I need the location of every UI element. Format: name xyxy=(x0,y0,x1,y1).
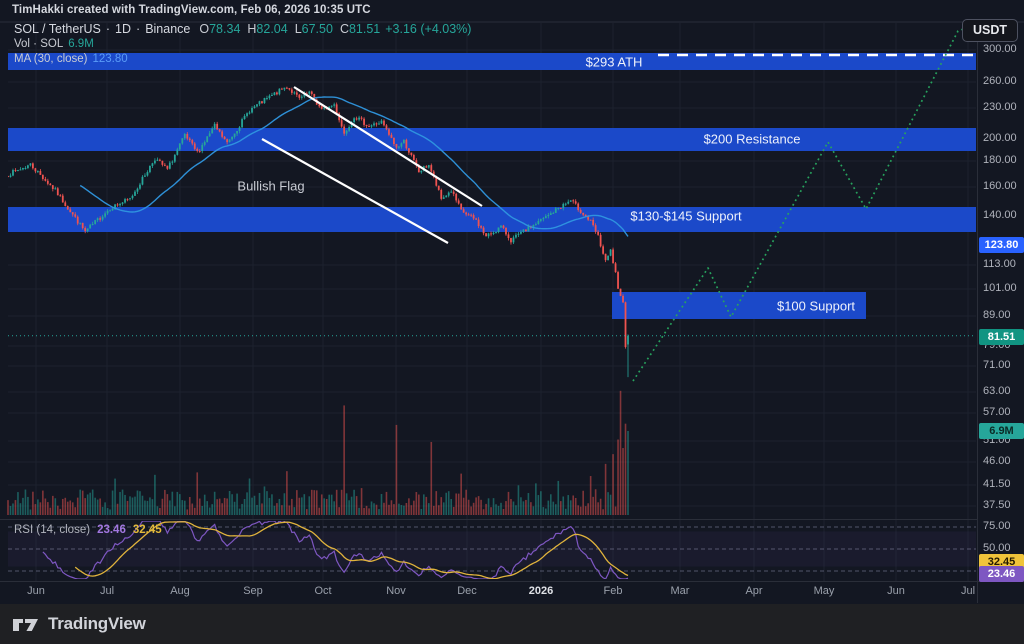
time-tick: Oct xyxy=(314,585,332,597)
tradingview-logo-icon[interactable] xyxy=(12,615,40,634)
time-tick: Apr xyxy=(745,585,763,597)
ohlc-item: H82.04 xyxy=(247,22,288,36)
time-axis[interactable]: Jun Jul Aug Sep Oct Nov Dec 2026 Feb Mar Apr May Jun… xyxy=(0,585,1024,603)
ohlc-item: C81.51 xyxy=(339,22,381,36)
volume-value: 6.9M xyxy=(68,38,94,50)
time-tick: Jun xyxy=(27,585,45,597)
time-tick: Nov xyxy=(386,585,406,597)
change-value: +3.16 (+4.03%) xyxy=(385,22,472,36)
ohlc-item: L67.50 xyxy=(294,22,333,36)
time-tick: Aug xyxy=(170,585,190,597)
resistance-label: $200 Resistance xyxy=(703,131,801,147)
bullish-flag-label: Bullish Flag xyxy=(237,178,305,194)
rsi-ma-value: 32.45 xyxy=(132,524,162,536)
time-tick: Jul xyxy=(99,585,115,597)
attribution-text: TimHakki created with TradingView.com, F… xyxy=(12,4,371,16)
exchange-label: Binance xyxy=(145,22,191,36)
tradingview-wordmark[interactable]: TradingView xyxy=(48,614,146,633)
support-label: $130-$145 Support xyxy=(630,208,742,224)
volume-legend[interactable]: Vol · SOL 6.9M xyxy=(14,38,94,50)
ohlc-item: O78.34 xyxy=(199,22,241,36)
time-tick: May xyxy=(813,585,835,597)
interval-label: 1D xyxy=(115,22,132,36)
support100-label: $100 Support xyxy=(776,298,856,314)
time-tick: Dec xyxy=(457,585,477,597)
ath-label: $293 ATH xyxy=(585,54,643,70)
symbol-title: SOL / TetherUS xyxy=(14,22,101,36)
rsi-value: 23.46 xyxy=(97,524,126,536)
time-tick: Jul xyxy=(960,585,976,597)
time-tick: 2026 xyxy=(528,585,554,597)
time-tick: Jun xyxy=(887,585,905,597)
footer-bar: TradingView xyxy=(0,604,1024,644)
time-tick: Feb xyxy=(603,585,623,597)
symbol-legend[interactable]: SOL / TetherUS · 1D · Binance O78.34 H82.… xyxy=(14,22,472,36)
time-tick: Mar xyxy=(670,585,690,597)
rsi-legend[interactable]: RSI (14, close) 23.46 32.45 xyxy=(14,524,162,536)
ohlc-values: O78.34 H82.04 L67.50 C81.51 xyxy=(199,22,380,36)
ma-legend[interactable]: MA (30, close) 123.80 xyxy=(14,53,128,65)
currency-toggle-button[interactable]: USDT xyxy=(962,19,1019,42)
time-tick: Sep xyxy=(243,585,263,597)
ma-value: 123.80 xyxy=(92,53,128,65)
